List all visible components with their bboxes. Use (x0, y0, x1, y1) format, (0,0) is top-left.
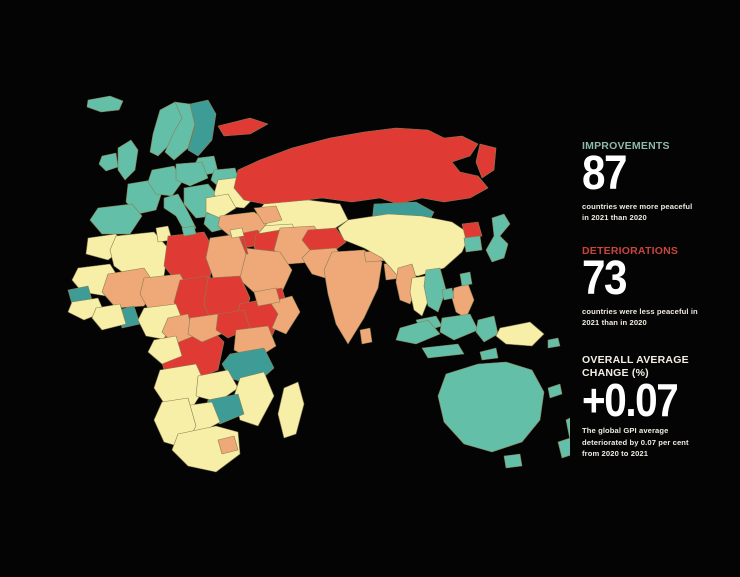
country-solomon-islands[interactable] (547, 337, 561, 349)
overall-average-change-description: The global GPI average deteriorated by 0… (582, 426, 689, 458)
improvements-value: 87 (582, 147, 628, 201)
country-cameroon[interactable] (161, 313, 195, 345)
country-japan[interactable] (485, 213, 511, 263)
country-zambia[interactable] (195, 369, 239, 403)
country-eritrea-djibouti[interactable] (253, 287, 281, 307)
overall-average-change-label: OVERALL AVERAGE CHANGE (%) (582, 354, 689, 379)
country-russia-kamchatka[interactable] (475, 143, 497, 179)
statistics-panel: IMPROVEMENTS 87 countries were more peac… (582, 140, 732, 481)
world-map[interactable] (0, 52, 570, 522)
country-tasmania[interactable] (503, 453, 523, 469)
stat-overall-average-change: OVERALL AVERAGE CHANGE (%) +0.07 The glo… (582, 354, 732, 459)
deteriorations-description: countries were less peaceful in 2021 tha… (582, 306, 698, 327)
country-philippines[interactable] (451, 283, 475, 319)
improvements-description: countries were more peaceful in 2021 tha… (582, 201, 693, 222)
deteriorations-label: DETERIORATIONS (582, 245, 679, 258)
country-south-korea[interactable] (463, 235, 483, 253)
country-papua-new-guinea[interactable] (495, 321, 545, 347)
country-mozambique[interactable] (233, 371, 275, 427)
country-ivory-coast[interactable] (91, 303, 127, 331)
country-ireland[interactable] (98, 152, 119, 172)
country-indonesia-sumatra[interactable] (395, 319, 441, 345)
country-finland[interactable] (187, 99, 217, 157)
country-new-zealand[interactable] (565, 414, 570, 441)
country-russia-arctic-islands[interactable] (217, 117, 269, 137)
country-caucasus[interactable] (253, 205, 283, 225)
country-vietnam-laos[interactable] (423, 267, 447, 313)
map-landmasses (67, 95, 570, 473)
country-timor[interactable] (479, 347, 499, 361)
world-map-panel (0, 52, 570, 522)
country-romania-bulgaria[interactable] (205, 193, 237, 219)
country-new-caledonia[interactable] (547, 383, 563, 399)
stat-deteriorations: DETERIORATIONS 73 countries were less pe… (582, 245, 732, 328)
country-hainan[interactable] (441, 287, 455, 301)
country-indonesia-sulawesi[interactable] (475, 315, 499, 343)
country-taiwan[interactable] (459, 271, 473, 287)
country-russia[interactable] (233, 127, 489, 205)
country-new-zealand-south[interactable] (557, 437, 570, 459)
deteriorations-value: 73 (582, 252, 628, 306)
country-car[interactable] (187, 313, 227, 343)
country-south-africa[interactable] (171, 425, 241, 473)
country-iceland[interactable] (86, 95, 124, 113)
country-sicily[interactable] (181, 225, 197, 237)
overall-average-change-value: +0.07 (582, 373, 679, 426)
country-north-korea[interactable] (461, 221, 483, 241)
country-cyprus[interactable] (229, 227, 245, 239)
country-united-kingdom[interactable] (117, 139, 139, 181)
country-madagascar[interactable] (277, 381, 305, 439)
country-poland[interactable] (175, 161, 209, 187)
country-sri-lanka[interactable] (359, 327, 373, 345)
country-australia[interactable] (437, 361, 545, 453)
country-lesotho-eswatini[interactable] (217, 435, 239, 455)
country-spain-portugal[interactable] (89, 203, 143, 235)
improvements-label: IMPROVEMENTS (582, 140, 670, 152)
country-somalia[interactable] (269, 295, 301, 335)
country-indonesia-java[interactable] (421, 343, 465, 359)
stat-improvements: IMPROVEMENTS 87 countries were more peac… (582, 140, 732, 223)
country-egypt[interactable] (205, 233, 247, 281)
country-gabon-congo[interactable] (147, 335, 183, 365)
country-indonesia-borneo[interactable] (439, 313, 479, 341)
country-india[interactable] (323, 249, 383, 345)
